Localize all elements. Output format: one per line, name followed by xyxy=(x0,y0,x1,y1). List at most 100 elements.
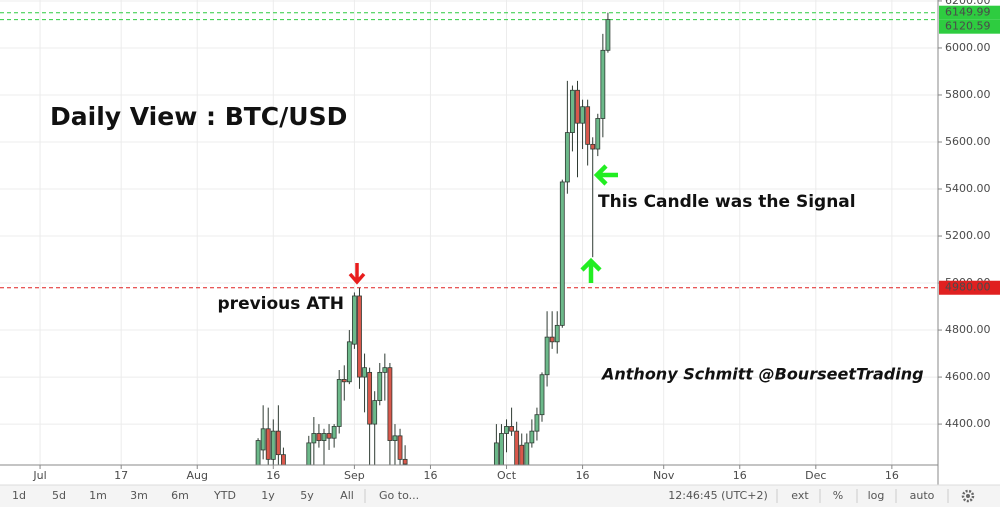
option-button[interactable]: % xyxy=(833,489,843,502)
candle-body xyxy=(321,433,327,441)
candle-body xyxy=(306,442,312,465)
candle-body xyxy=(331,426,337,439)
candle-body xyxy=(499,433,504,465)
y-tick-label: 5800.00 xyxy=(945,88,991,101)
price-label-bg xyxy=(939,5,1000,20)
candle-body xyxy=(260,428,266,451)
y-tick-label: 4600.00 xyxy=(945,370,991,383)
candle-body xyxy=(387,367,393,441)
x-tick-label: 16 xyxy=(423,469,437,482)
x-tick-label: Dec xyxy=(805,469,826,482)
toolbar-items: 1d 5d 1m 3m 6m YTD 1y 5y All Go to... 12:46:45 (UT… xyxy=(12,489,949,503)
range-button[interactable]: 1d xyxy=(12,489,26,502)
y-tick-label: 5400.00 xyxy=(945,182,991,195)
y-tick-label: 5600.00 xyxy=(945,135,991,148)
annotation: Anthony Schmitt @BourseetTrading xyxy=(600,365,924,384)
toolbar xyxy=(0,485,1000,507)
candles xyxy=(255,12,611,465)
candle-body xyxy=(559,181,565,326)
candle-body xyxy=(575,89,580,124)
y-tick-label: 4800.00 xyxy=(945,323,991,336)
range-button[interactable]: All xyxy=(340,489,354,502)
price-label-bg xyxy=(939,280,1000,295)
chart-title: Daily View : BTC/USD xyxy=(50,102,347,131)
y-tick-label: 6000.00 xyxy=(945,41,991,54)
arrow-down xyxy=(348,263,366,285)
option-button[interactable]: ext xyxy=(791,489,809,502)
candle-body xyxy=(352,295,357,345)
candle-body xyxy=(311,433,317,444)
candle-body xyxy=(595,118,601,150)
goto-button[interactable]: Go to... xyxy=(379,489,419,502)
candle-body xyxy=(341,379,347,383)
x-tick-label: 16 xyxy=(885,469,899,482)
candle-body xyxy=(564,132,570,183)
candle-body xyxy=(504,426,509,434)
candle-body xyxy=(585,106,591,145)
axes: 4400.004600.004800.005000.005200.005400.… xyxy=(32,0,1000,482)
candle-body xyxy=(255,440,261,465)
candle-body xyxy=(336,379,342,427)
candle-body xyxy=(316,433,322,441)
candle-body xyxy=(509,426,514,432)
annotation: previous ATH xyxy=(218,294,344,314)
candle-body xyxy=(281,454,286,465)
x-tick-label: Nov xyxy=(653,469,675,482)
price-lines xyxy=(0,12,938,289)
candle-body xyxy=(357,295,362,378)
candle-body xyxy=(346,341,352,383)
candle-body xyxy=(367,371,373,425)
candle-body xyxy=(362,367,367,378)
candle-body xyxy=(539,374,545,416)
candle-body xyxy=(600,49,606,119)
x-tick-label: Sep xyxy=(344,469,365,482)
annotation: This Candle was the Signal xyxy=(598,192,856,212)
candle-body xyxy=(605,19,611,51)
candle-body xyxy=(529,430,535,444)
option-button[interactable]: log xyxy=(868,489,885,502)
candle-body xyxy=(554,324,560,343)
candle-body xyxy=(392,435,398,441)
candle-body xyxy=(544,336,550,376)
candle-body xyxy=(493,442,499,465)
candle-body xyxy=(549,336,555,343)
option-button[interactable]: auto xyxy=(910,489,935,502)
candle-body xyxy=(402,458,408,465)
grid xyxy=(0,0,938,465)
range-button[interactable]: 6m xyxy=(171,489,189,502)
candle-body xyxy=(580,106,585,124)
x-tick-label: Aug xyxy=(186,469,207,482)
range-button[interactable]: 5d xyxy=(52,489,66,502)
range-button[interactable]: 1y xyxy=(261,489,275,502)
y-tick-label: 6200.00 xyxy=(945,0,991,7)
candle-body xyxy=(265,428,271,460)
x-tick-label: 16 xyxy=(733,469,747,482)
arrow-left xyxy=(593,164,618,186)
candle-body xyxy=(590,143,596,150)
range-button[interactable]: 1m xyxy=(89,489,107,502)
candle-body xyxy=(524,442,530,465)
candle-body xyxy=(382,367,388,373)
range-button[interactable]: 5y xyxy=(300,489,314,502)
candle-body xyxy=(372,400,378,425)
clock: 12:46:45 (UTC+2) xyxy=(668,489,768,502)
candle-body xyxy=(270,430,276,460)
candle-body xyxy=(514,430,520,465)
x-tick-label: Oct xyxy=(497,469,517,482)
settings-icon[interactable] xyxy=(961,489,975,503)
candle-body xyxy=(275,430,281,456)
range-button[interactable]: YTD xyxy=(213,489,236,502)
arrow-up xyxy=(580,257,602,283)
candle-body xyxy=(519,444,525,465)
x-tick-label: 17 xyxy=(114,469,128,482)
y-tick-label: 5200.00 xyxy=(945,229,991,242)
price-label: 4980.00 xyxy=(945,281,991,294)
candle-body xyxy=(326,433,332,439)
x-tick-label: 16 xyxy=(576,469,590,482)
candle-body xyxy=(377,371,383,401)
candle-body xyxy=(397,435,403,460)
price-label: 6149.99 xyxy=(945,6,991,19)
range-button[interactable]: 3m xyxy=(130,489,148,502)
